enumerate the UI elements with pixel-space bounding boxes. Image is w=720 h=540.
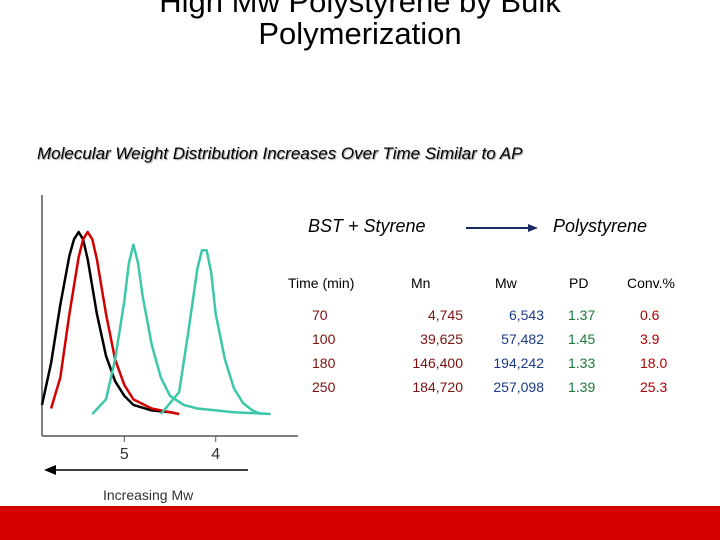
table-header-mw: Mw (495, 275, 517, 291)
table-header-conv: Conv.% (627, 275, 675, 291)
series-line-1 (49, 230, 180, 416)
table-cell-conv: 3.9 (640, 331, 660, 347)
table-cell-conv: 25.3 (640, 379, 668, 395)
table-cell-time: 250 (312, 379, 336, 395)
table-cell-conv: 0.6 (640, 307, 660, 323)
subtitle: Molecular Weight Distribution Increases … (37, 144, 523, 163)
product-label: Polystyrene (553, 216, 648, 236)
table-cell-time: 180 (312, 355, 336, 371)
table-cell-mn: 39,625 (420, 331, 463, 347)
x-axis-label: Increasing Mw (103, 487, 194, 503)
table-cell-mw: 6,543 (508, 307, 544, 323)
table-header-mn: Mn (411, 275, 431, 291)
x-tick-label: 4 (211, 446, 220, 463)
x-tick-label: 5 (120, 446, 129, 463)
table-cell-mw: 257,098 (493, 379, 544, 395)
table-cell-mn: 4,745 (427, 307, 463, 323)
table-cell-pd: 1.39 (568, 379, 596, 395)
table-cell-conv: 18.0 (640, 355, 668, 371)
page-title-line1: High Mw Polystyrene by Bulk (159, 0, 561, 19)
series-line-2 (91, 243, 271, 416)
table-cell-time: 100 (312, 331, 336, 347)
table-cell-mn: 146,400 (412, 355, 463, 371)
table-cell-mn: 184,720 (412, 379, 463, 395)
increasing-mw-arrow-head (44, 465, 56, 475)
table-cell-pd: 1.33 (568, 355, 596, 371)
reaction-arrow-icon (466, 224, 538, 232)
table-header-time: Time (min) (288, 275, 355, 291)
page-title-line2: Polymerization (258, 16, 462, 51)
table-cell-time: 70 (312, 307, 328, 323)
table-cell-mw: 57,482 (501, 331, 544, 347)
table-cell-pd: 1.37 (568, 307, 596, 323)
table-header-pd: PD (569, 275, 589, 291)
series-line-0 (40, 230, 180, 416)
series-line-3 (159, 248, 262, 416)
table-cell-pd: 1.45 (568, 331, 596, 347)
table-cell-mw: 194,242 (493, 355, 544, 371)
footer-bar (0, 506, 720, 540)
reactant-label: BST + Styrene (308, 216, 426, 236)
